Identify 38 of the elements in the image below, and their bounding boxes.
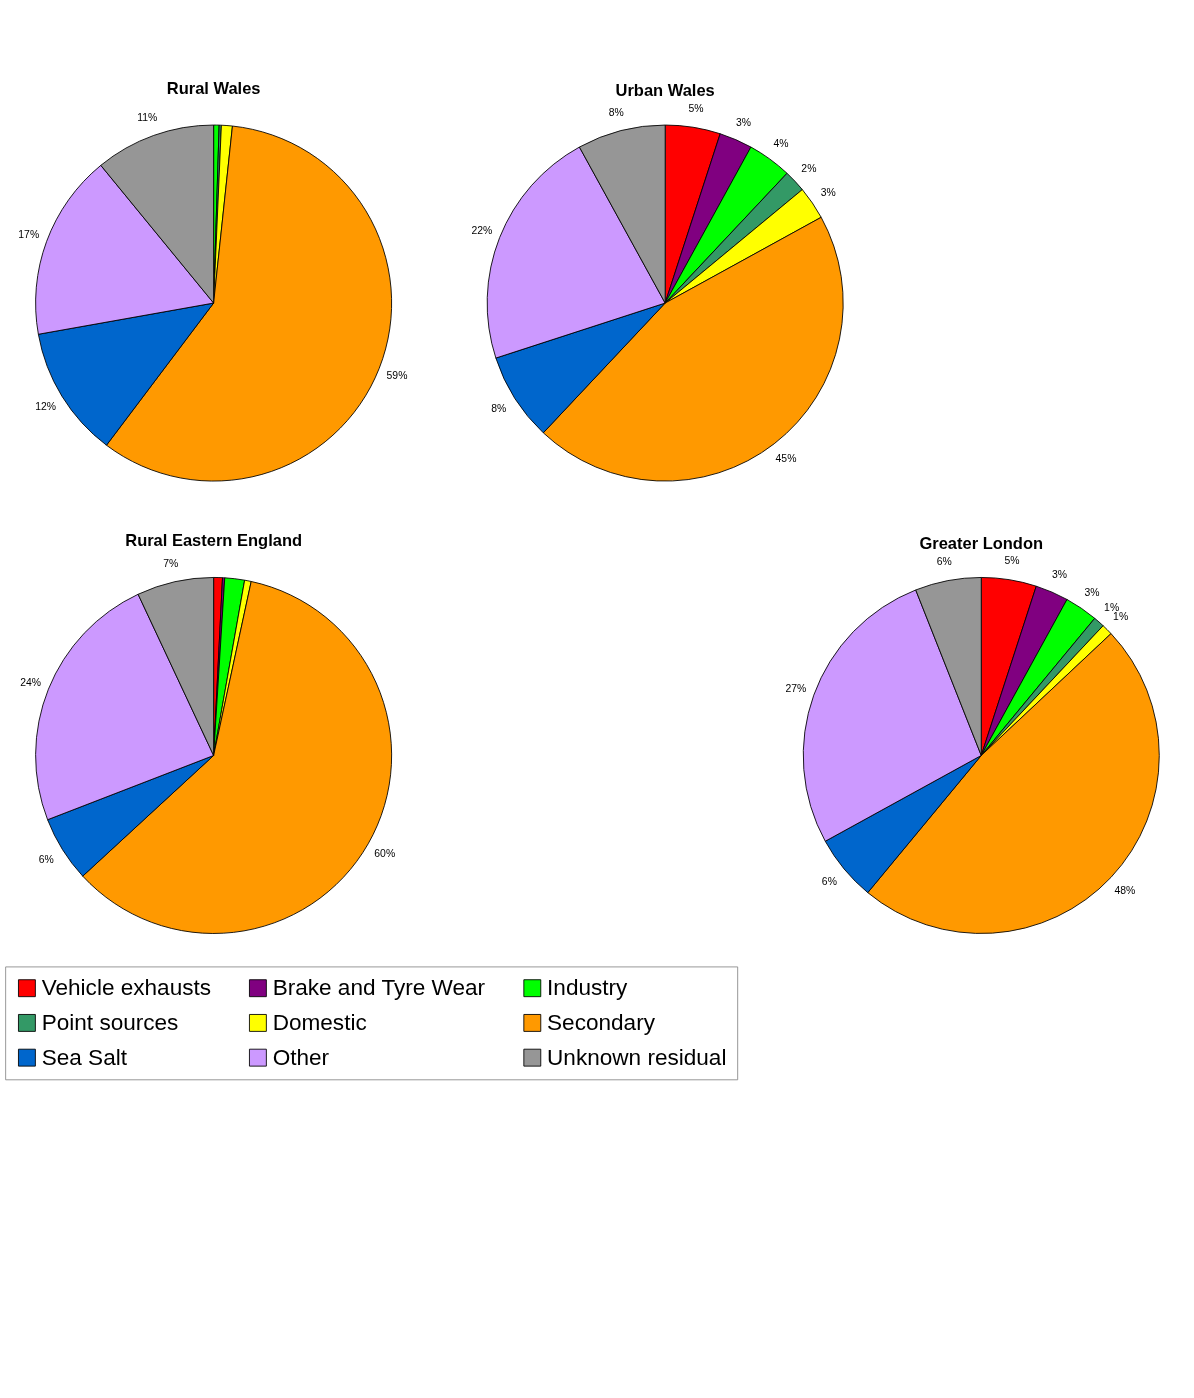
data-label: 1%: [1113, 610, 1129, 622]
data-label: 17%: [18, 229, 40, 241]
legend-label: Industry: [547, 975, 629, 1001]
data-label: 45%: [775, 453, 797, 465]
data-label: 27%: [785, 683, 807, 695]
data-label: 4%: [773, 138, 789, 150]
legend-label: Sea Salt: [41, 1044, 128, 1070]
data-label: 24%: [20, 676, 42, 688]
legend-label: Point sources: [41, 1009, 179, 1035]
legend-label: Domestic: [272, 1009, 367, 1035]
chart-title: Greater London: [919, 533, 1044, 552]
data-label: 8%: [608, 106, 624, 118]
data-label: 11%: [137, 111, 158, 123]
data-label: 6%: [38, 854, 54, 866]
data-label: 2%: [801, 162, 817, 174]
chart-title: Rural Eastern England: [125, 531, 303, 550]
legend-label: Secondary: [547, 1009, 656, 1035]
data-label: 7%: [163, 557, 179, 569]
legend-label: Brake and Tyre Wear: [272, 975, 486, 1001]
data-label: 8%: [491, 403, 507, 415]
data-label: 6%: [821, 875, 837, 887]
data-label: 3%: [1052, 569, 1068, 581]
data-label: 5%: [688, 102, 704, 114]
data-label: 59%: [386, 369, 408, 381]
data-label: 48%: [1114, 884, 1136, 896]
legend-label: Other: [272, 1044, 330, 1070]
data-label: 12%: [35, 400, 57, 412]
data-label: 5%: [1004, 555, 1020, 567]
data-label: 3%: [735, 116, 751, 128]
chart-title: Urban Wales: [615, 81, 715, 100]
data-label: 22%: [471, 224, 493, 236]
chart-title: Rural Wales: [166, 78, 261, 97]
data-label: 3%: [820, 186, 836, 198]
data-label: 3%: [1084, 586, 1100, 598]
legend-label: Vehicle exhausts: [41, 975, 212, 1001]
legend-label: Unknown residual: [547, 1044, 727, 1070]
data-label: 60%: [374, 847, 396, 859]
data-label: 6%: [936, 556, 952, 568]
